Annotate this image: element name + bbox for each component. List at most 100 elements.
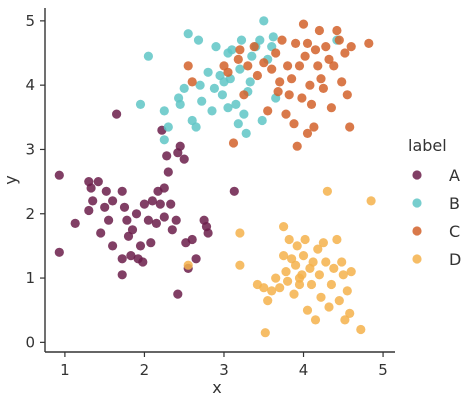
point-C-3 (223, 67, 233, 77)
point-D-0 (183, 260, 193, 270)
point-B-30 (245, 77, 255, 87)
point-A-1 (54, 247, 64, 257)
point-A-53 (146, 238, 156, 248)
point-A-23 (139, 199, 149, 209)
point-C-34 (316, 74, 326, 84)
point-A-49 (138, 257, 148, 267)
point-D-36 (334, 296, 344, 306)
point-B-34 (259, 16, 269, 26)
point-C-7 (239, 90, 249, 100)
x-tick-label-3: 3 (219, 361, 229, 379)
point-B-15 (207, 106, 217, 116)
point-A-42 (187, 234, 197, 245)
point-A-34 (167, 225, 177, 235)
point-C-12 (263, 106, 273, 116)
point-D-25 (308, 257, 318, 267)
y-tick-label-5: 5 (25, 12, 35, 30)
point-A-15 (119, 202, 130, 212)
point-C-24 (294, 61, 305, 71)
legend-title: label (408, 136, 447, 155)
x-tick-label-5: 5 (378, 361, 388, 379)
point-C-49 (273, 87, 283, 97)
point-D-29 (316, 292, 326, 302)
point-A-30 (159, 183, 169, 193)
point-B-27 (236, 35, 247, 45)
y-tick-label-4: 4 (25, 76, 35, 94)
point-D-15 (289, 289, 299, 299)
point-C-40 (332, 25, 342, 36)
point-D-40 (342, 286, 352, 296)
point-C-11 (259, 58, 269, 68)
point-C-43 (340, 48, 350, 58)
x-axis-title: x (212, 378, 221, 397)
point-C-44 (342, 90, 352, 100)
legend-marker-A (412, 170, 422, 180)
point-D-6 (263, 296, 273, 306)
point-D-46 (294, 273, 305, 283)
point-C-42 (337, 77, 347, 87)
point-A-13 (112, 109, 122, 119)
point-B-11 (193, 35, 204, 45)
point-D-30 (321, 257, 331, 267)
point-B-28 (239, 109, 249, 119)
x-tick-label-2: 2 (140, 361, 150, 379)
point-D-1 (235, 228, 245, 238)
point-D-45 (279, 222, 289, 232)
point-A-26 (151, 218, 161, 228)
legend-label-C: C (449, 222, 460, 241)
point-A-35 (171, 215, 181, 225)
point-C-32 (313, 61, 323, 71)
point-C-37 (324, 54, 334, 64)
x-tick-label-1: 1 (60, 361, 70, 379)
point-B-4 (163, 122, 173, 132)
point-A-52 (108, 241, 118, 251)
point-A-37 (175, 141, 185, 151)
point-D-17 (292, 241, 302, 251)
point-D-41 (345, 308, 355, 318)
point-A-24 (143, 215, 153, 225)
point-A-46 (203, 228, 213, 238)
point-B-2 (159, 106, 169, 116)
point-A-6 (84, 205, 94, 216)
legend-marker-D (412, 254, 422, 264)
point-C-45 (345, 122, 355, 132)
point-C-23 (292, 141, 302, 151)
point-D-5 (260, 328, 270, 338)
point-A-39 (173, 289, 183, 299)
point-D-26 (310, 315, 321, 325)
legend-label-B: B (449, 194, 460, 213)
point-C-39 (329, 61, 339, 71)
point-B-24 (231, 99, 241, 109)
point-B-42 (223, 48, 233, 58)
x-tick-label-4: 4 (299, 361, 309, 379)
point-A-19 (126, 251, 136, 261)
y-tick-label-3: 3 (25, 140, 35, 158)
point-A-33 (166, 199, 176, 209)
point-B-12 (195, 80, 205, 90)
point-A-21 (135, 241, 146, 251)
point-D-20 (298, 251, 309, 261)
legend-marker-C (412, 226, 422, 236)
point-B-19 (217, 90, 227, 100)
point-C-9 (249, 42, 259, 52)
point-A-38 (179, 154, 189, 164)
point-A-31 (162, 151, 172, 161)
point-D-42 (346, 267, 356, 277)
point-C-0 (183, 61, 193, 71)
point-A-51 (117, 270, 127, 280)
point-B-6 (175, 99, 185, 109)
point-D-8 (271, 273, 281, 283)
point-B-37 (268, 32, 278, 42)
point-D-7 (267, 286, 277, 296)
point-C-35 (318, 83, 328, 93)
point-A-22 (131, 209, 142, 219)
point-D-21 (300, 234, 310, 245)
y-tick-label-1: 1 (25, 269, 35, 287)
legend-label-D: D (449, 250, 461, 269)
y-tick-label-0: 0 (25, 333, 35, 351)
point-B-13 (197, 96, 207, 106)
point-C-13 (267, 64, 277, 74)
point-D-27 (313, 244, 323, 254)
point-A-8 (100, 202, 110, 212)
point-A-2 (70, 218, 80, 228)
